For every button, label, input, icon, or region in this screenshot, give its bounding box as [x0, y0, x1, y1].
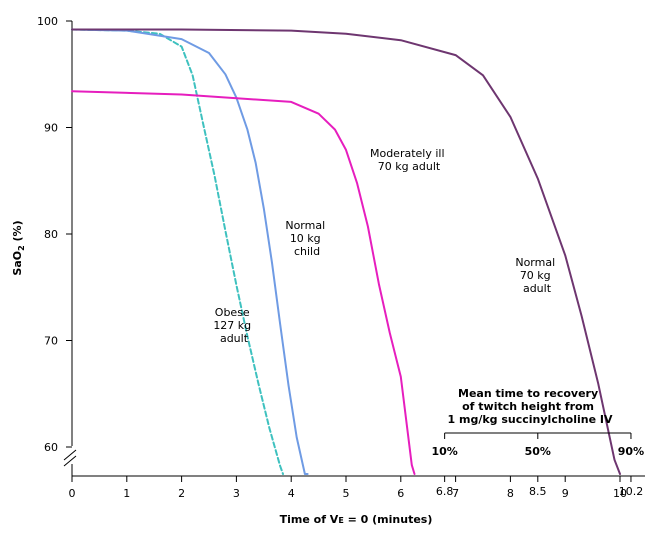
recovery-x-value-label: 8.5 [529, 485, 547, 498]
x-ticks: 0 1 2 3 4 5 6 7 8 9 10 [69, 476, 627, 500]
x-tick-label: 0 [69, 487, 76, 500]
recovery-percent-label: 90% [618, 445, 644, 458]
label-moderately-ill-adult: Moderately ill 70 kg adult [370, 147, 448, 173]
y-ticks: 60 70 80 90 100 [37, 15, 72, 454]
x-tick-label: 5 [343, 487, 350, 500]
y-tick-label: 60 [44, 441, 58, 454]
series-line-3 [71, 90, 416, 475]
label-obese-adult: Obese 127 kg adult [213, 306, 254, 345]
label-line: Normal [285, 219, 325, 232]
y-axis-label: SaO2 (%) [11, 220, 26, 275]
axis-break-mark [63, 449, 77, 467]
label-line: Obese [215, 306, 250, 319]
label-line: 10 kg [290, 232, 321, 245]
y-axis-label-subscript: 2 [17, 245, 26, 251]
label-line: 70 kg adult [378, 160, 441, 173]
recovery-percent-label: 10% [431, 445, 457, 458]
series-lines [71, 28, 621, 475]
series-line-2 [71, 28, 309, 475]
label-normal-adult: Normal 70 kg adult [515, 256, 558, 295]
series-line-1 [71, 28, 284, 475]
recovery-x-value-label: 10.2 [619, 485, 644, 498]
recovery-title-line: Mean time to recovery [458, 387, 598, 400]
label-line: adult [523, 282, 552, 295]
label-line: adult [220, 332, 249, 345]
label-line: Moderately ill [370, 147, 445, 160]
x-tick-label: 3 [233, 487, 240, 500]
recovery-legend: Mean time to recovery of twitch height f… [431, 387, 644, 498]
recovery-markers: 10% 6.8 50% 8.5 90% 10.2 [431, 433, 644, 498]
series-line-4 [71, 28, 621, 475]
recovery-title: Mean time to recovery of twitch height f… [448, 387, 613, 426]
y-tick-label: 100 [37, 15, 58, 28]
label-line: 127 kg [213, 319, 251, 332]
label-line: 70 kg [520, 269, 551, 282]
y-tick-label: 70 [44, 335, 58, 348]
x-axis-label-subscript: E [338, 516, 343, 525]
x-axis-label: Time of VE = 0 (minutes) [280, 513, 433, 526]
x-tick-label: 7 [452, 487, 459, 500]
y-tick-label: 90 [44, 122, 58, 135]
recovery-title-line: 1 mg/kg succinylcholine IV [448, 413, 613, 426]
x-tick-label: 10 [613, 487, 627, 500]
x-tick-label: 6 [397, 487, 404, 500]
label-normal-child: Normal 10 kg child [285, 219, 328, 258]
x-tick-label: 8 [507, 487, 514, 500]
recovery-x-value-label: 6.8 [436, 485, 454, 498]
y-tick-label: 80 [44, 228, 58, 241]
x-tick-label: 9 [562, 487, 569, 500]
recovery-title-line: of twitch height from [462, 400, 594, 413]
x-tick-label: 4 [288, 487, 295, 500]
label-line: Normal [515, 256, 555, 269]
x-tick-label: 2 [178, 487, 185, 500]
x-tick-label: 1 [123, 487, 130, 500]
recovery-percent-label: 50% [525, 445, 551, 458]
label-line: child [294, 245, 320, 258]
curve-labels: Obese 127 kg adult Normal 10 kg child Mo… [213, 147, 558, 345]
